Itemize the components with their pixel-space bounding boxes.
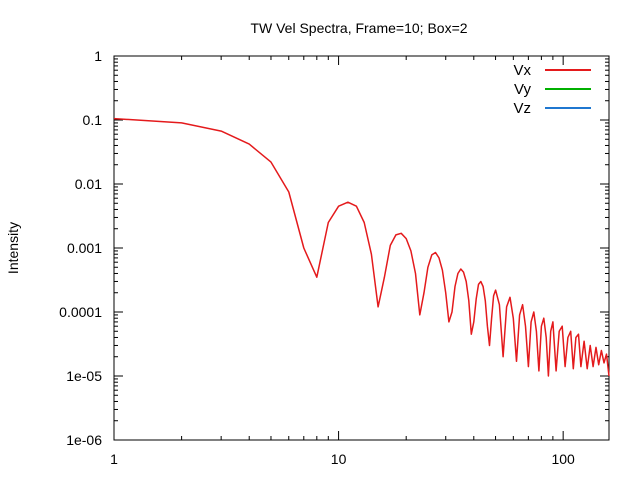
legend-label-vy: Vy xyxy=(514,81,531,98)
x-tick-label: 1 xyxy=(110,451,118,467)
y-tick-label: 1e-05 xyxy=(66,368,102,384)
y-tick-label: 0.0001 xyxy=(59,304,102,320)
legend: Vx Vy Vz xyxy=(513,62,591,117)
series-lines xyxy=(113,117,610,377)
y-tick-label: 1e-06 xyxy=(66,432,102,448)
series-line-vx xyxy=(113,117,610,377)
y-tick-label: 0.001 xyxy=(67,240,102,256)
plot-frame xyxy=(113,55,610,441)
chart-title: TW Vel Spectra, Frame=10; Box=2 xyxy=(250,20,467,36)
y-axis-label: Intensity xyxy=(5,222,21,274)
y-tick-label: 1 xyxy=(94,48,102,64)
x-tick-label: 10 xyxy=(331,451,347,467)
x-tick-label: 100 xyxy=(551,451,575,467)
axis-ticks: 1 0.1 0.01 0.001 0.0001 1e-05 1e-06 1 10 100 xyxy=(59,48,609,467)
y-tick-label: 0.1 xyxy=(83,112,103,128)
y-tick-label: 0.01 xyxy=(75,176,102,192)
legend-label-vx: Vx xyxy=(513,62,531,79)
legend-label-vz: Vz xyxy=(513,100,531,117)
plot-area-border xyxy=(113,55,610,441)
